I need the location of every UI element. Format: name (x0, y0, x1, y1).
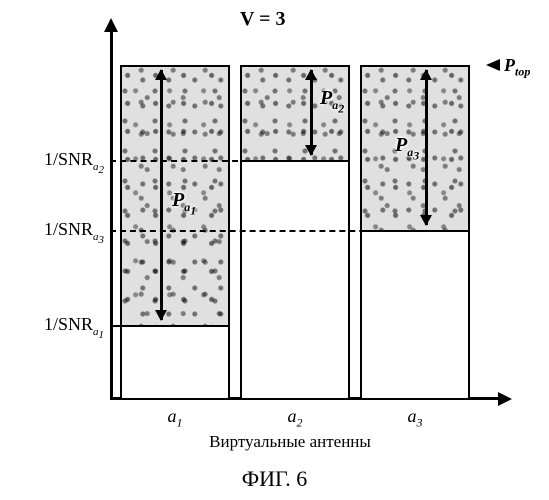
power-label-a1: Pa1 (172, 190, 196, 216)
bar-a3 (360, 65, 470, 400)
bar-a2 (240, 65, 350, 400)
y-label-0: 1/SNRa2 (4, 150, 104, 176)
bar-a1 (120, 65, 230, 400)
power-arrow-a1 (160, 70, 163, 320)
bar-hatch-a2 (242, 67, 348, 162)
x-label-a2: a2 (265, 406, 325, 431)
x-label-a1: a1 (145, 406, 205, 431)
figure-label: ФИГ. 6 (0, 466, 549, 492)
power-arrow-a2 (310, 70, 313, 155)
tick-dash-1 (110, 230, 465, 232)
power-label-a2: Pa2 (320, 88, 344, 114)
tick-dash-2 (110, 325, 120, 327)
chart-area: Pa1 Pa2 Pa3 (110, 30, 480, 400)
y-label-2: 1/SNRa1 (4, 315, 104, 341)
power-arrow-a3 (425, 70, 428, 225)
chart-title: V = 3 (240, 8, 285, 31)
y-axis (110, 30, 113, 400)
y-label-1: 1/SNRa3 (4, 220, 104, 246)
p-top-label: Ptop (504, 55, 530, 80)
tick-dash-0 (110, 160, 350, 162)
y-axis-arrow-icon (104, 18, 118, 32)
p-top-arrow-icon (486, 59, 500, 71)
x-axis-title: Виртуальные антенны (150, 432, 430, 452)
power-label-a3: Pa3 (395, 135, 419, 161)
x-axis-arrow-icon (498, 392, 512, 406)
x-label-a3: a3 (385, 406, 445, 431)
